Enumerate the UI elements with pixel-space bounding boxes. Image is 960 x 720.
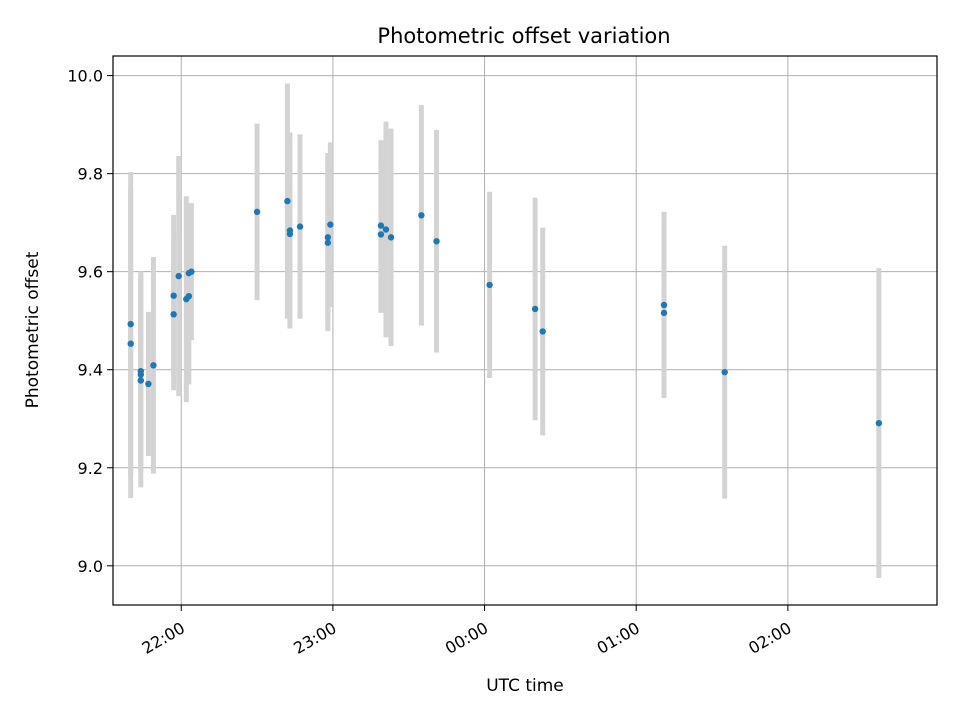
x-tick-label: 22:00 [139, 618, 188, 658]
data-point [418, 212, 425, 219]
y-axis-label: Photometric offset [23, 251, 43, 408]
data-point [324, 239, 332, 246]
y-tick-label: 9.2 [78, 459, 103, 478]
data-point [137, 371, 145, 378]
data-point [324, 234, 332, 241]
x-axis-label: UTC time [486, 676, 564, 696]
data-point [327, 221, 334, 228]
data-point [377, 222, 385, 229]
error-bars [128, 83, 882, 579]
data-point [150, 362, 157, 369]
x-tick-label: 23:00 [290, 618, 339, 658]
y-tick-label: 9.0 [78, 557, 103, 576]
data-point [875, 419, 883, 427]
plot-frame [112, 55, 938, 606]
data-point [127, 320, 134, 328]
data-point [175, 272, 182, 280]
data-point [185, 292, 193, 300]
data-points [127, 197, 883, 427]
x-tick-label: 01:00 [594, 618, 643, 658]
data-point [188, 268, 195, 275]
data-point [296, 223, 304, 230]
y-tick-label: 9.8 [78, 165, 103, 184]
grid [113, 56, 937, 605]
data-point [660, 301, 668, 309]
data-point [433, 238, 440, 245]
data-point [539, 328, 546, 335]
chart-title: Photometric offset variation [377, 24, 670, 48]
data-point [387, 234, 395, 241]
data-point [660, 309, 668, 317]
data-point [170, 292, 177, 299]
data-point [145, 380, 152, 388]
x-tick-label: 02:00 [745, 618, 794, 658]
data-point [486, 281, 493, 289]
x-tick-label: 00:00 [442, 618, 491, 658]
data-point [531, 305, 539, 313]
data-point [170, 311, 177, 318]
data-point [137, 377, 145, 384]
data-point [286, 230, 294, 238]
data-point [721, 368, 728, 376]
data-point [127, 340, 134, 347]
data-point [253, 208, 261, 216]
data-point [377, 231, 385, 238]
x-axis-ticks: 22:00 23:00 00:00 01:00 02:00 [139, 605, 795, 658]
y-axis-ticks: 9.0 9.2 9.4 9.6 9.8 10.0 [67, 67, 113, 576]
data-point [284, 197, 291, 205]
y-tick-label: 9.6 [78, 263, 103, 282]
y-tick-label: 10.0 [67, 67, 103, 86]
data-point [382, 226, 390, 233]
y-tick-label: 9.4 [78, 361, 103, 380]
